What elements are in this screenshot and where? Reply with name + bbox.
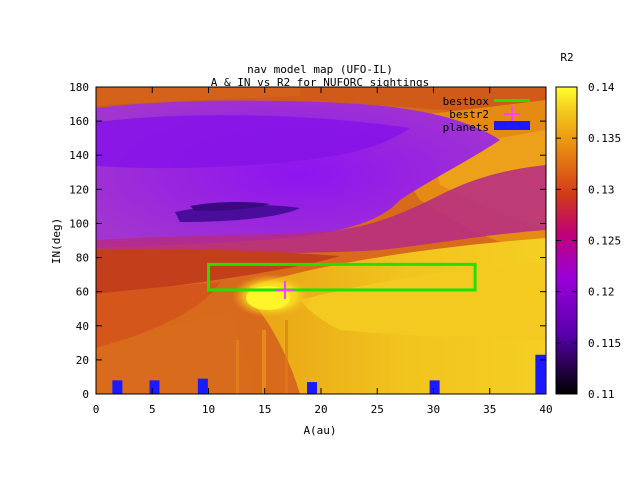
colorbar-tick-label: 0.12	[588, 286, 615, 299]
overlays	[112, 262, 546, 394]
y-tick-label: 20	[76, 354, 89, 367]
x-tick-label: 35	[483, 403, 496, 416]
region-top-highlight	[96, 87, 300, 106]
region-yellow-core-inner	[246, 286, 290, 310]
y-tick-label: 120	[69, 183, 89, 196]
legend-label-bestbox: bestbox	[443, 95, 490, 108]
x-axis-label: A(au)	[303, 424, 336, 437]
planet-marker	[535, 354, 546, 394]
heatmap	[96, 87, 546, 394]
x-tick-label: 10	[202, 403, 215, 416]
region-dark-streak-2	[190, 201, 270, 211]
y-tick-label: 80	[76, 252, 89, 265]
colorbar-tick-label: 0.13	[588, 183, 615, 196]
region-lower-left	[96, 312, 256, 394]
legend-label-planets: planets	[443, 121, 489, 134]
legend-swatch-bestr2	[504, 106, 520, 122]
x-axis: 0 5 10 15 20 25 30 35 40	[93, 87, 553, 416]
colorbar-tick-label: 0.115	[588, 337, 621, 350]
y-tick-label: 180	[69, 81, 89, 94]
streak-c	[236, 340, 239, 394]
bestr2-marker	[276, 280, 294, 299]
region-red-left-lower	[96, 282, 220, 348]
colorbar-tick-label: 0.135	[588, 132, 621, 145]
colorbar-label: R2	[560, 51, 573, 64]
region-purple-mid	[96, 115, 410, 169]
y-tick-label: 140	[69, 149, 89, 162]
legend-label-bestr2: bestr2	[449, 108, 489, 121]
planet-marker	[112, 380, 123, 394]
x-tick-label: 0	[93, 403, 100, 416]
legend: bestbox bestr2 planets	[443, 95, 530, 134]
legend-swatch-planets	[494, 121, 530, 130]
x-tick-label: 25	[371, 403, 384, 416]
bestbox-rect	[207, 262, 477, 292]
streak-a	[262, 330, 266, 394]
y-tick-label: 60	[76, 286, 89, 299]
chart-title: nav model map (UFO-IL)	[247, 63, 393, 76]
x-tick-label: 40	[539, 403, 552, 416]
y-tick-label: 0	[82, 388, 89, 401]
planet-marker	[149, 380, 160, 394]
planet-marker	[307, 382, 317, 394]
x-tick-label: 20	[314, 403, 327, 416]
streak-b	[285, 320, 288, 394]
planet-marker	[197, 378, 208, 394]
legend-swatch-bestbox	[494, 99, 530, 102]
chart-subtitle: A & IN vs R2 for NUFORC sightings	[211, 76, 430, 89]
y-tick-label: 160	[69, 115, 89, 128]
colorbar: R2 0.11 0.115 0.12 0.125 0.13 0.135 0.14	[555, 51, 621, 401]
colorbar-tick-label: 0.14	[588, 81, 615, 94]
colorbar-tick-label: 0.125	[588, 235, 621, 248]
x-tick-label: 30	[427, 403, 440, 416]
x-tick-label: 5	[149, 403, 156, 416]
y-axis: 0 20 40 60 80 100 120 140 160 180	[69, 81, 546, 401]
region-red-left-band	[96, 249, 340, 294]
x-tick-label: 15	[258, 403, 271, 416]
y-tick-label: 40	[76, 320, 89, 333]
colorbar-tick-label: 0.11	[588, 388, 615, 401]
y-tick-label: 100	[69, 217, 89, 230]
y-axis-label: IN(deg)	[50, 218, 63, 264]
region-right-gold-bright	[300, 262, 546, 340]
planet-marker	[429, 380, 440, 394]
region-magenta-band	[96, 165, 546, 255]
